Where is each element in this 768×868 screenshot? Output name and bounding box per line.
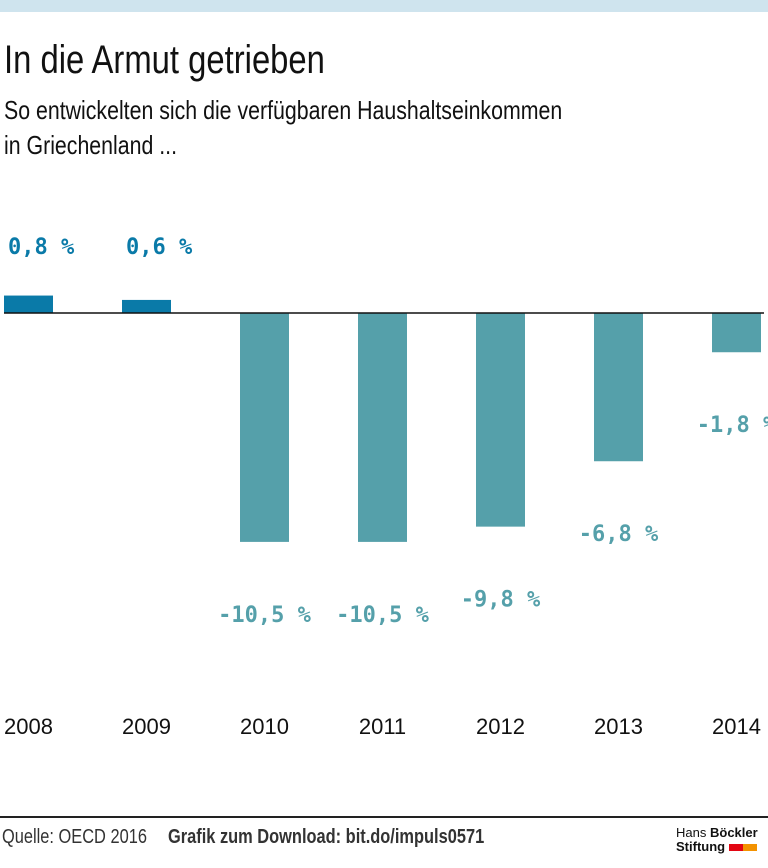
logo-text-stiftung: Stiftung bbox=[676, 839, 726, 854]
logo-red-square bbox=[728, 844, 743, 852]
bar-2014 bbox=[712, 313, 761, 353]
x-tick-label-2013: 2013 bbox=[594, 714, 643, 739]
bar-2008 bbox=[4, 295, 53, 313]
hans-boeckler-logo: Hans Böckler Stiftung bbox=[676, 826, 758, 854]
data-label-2012: -9,8 % bbox=[461, 588, 541, 613]
x-tick-label-2011: 2011 bbox=[359, 714, 406, 739]
bar-chart: 0,8 % 2008 0,6 % 2009 -10,5 % 2010 -10,5 % 2011… bbox=[4, 235, 768, 739]
logo-text-hans: Hans bbox=[676, 825, 707, 840]
x-tick-label-2014: 2014 bbox=[712, 714, 761, 739]
x-tick-label-2010: 2010 bbox=[240, 714, 289, 739]
data-label-2009: 0,6 % bbox=[126, 235, 193, 260]
data-label-2014: -1,8 % bbox=[697, 413, 768, 438]
source-note: Quelle: OECD 2016 bbox=[2, 826, 147, 848]
top-band bbox=[0, 0, 768, 12]
x-tick-label-2008: 2008 bbox=[4, 714, 53, 739]
footer-divider bbox=[0, 816, 768, 818]
logo-text-boeckler: Böckler bbox=[709, 825, 758, 840]
chart-subtitle-line2: in Griechenland ... bbox=[4, 130, 178, 160]
bar-2011 bbox=[358, 313, 407, 542]
x-tick-label-2009: 2009 bbox=[122, 714, 171, 739]
data-label-2010: -10,5 % bbox=[218, 603, 311, 628]
bar-2009 bbox=[122, 299, 171, 313]
data-label-2013: -6,8 % bbox=[579, 522, 659, 547]
data-label-2008: 0,8 % bbox=[8, 235, 75, 260]
chart-subtitle-line1: So entwickelten sich die verfügbaren Hau… bbox=[4, 95, 563, 125]
data-label-2011: -10,5 % bbox=[336, 603, 429, 628]
download-link[interactable]: Grafik zum Download: bit.do/impuls0571 bbox=[168, 826, 485, 848]
bar-2012 bbox=[476, 313, 525, 527]
x-tick-label-2012: 2012 bbox=[476, 714, 525, 739]
logo-orange-square bbox=[742, 844, 757, 852]
bar-2010 bbox=[240, 313, 289, 542]
chart-title: In die Armut getrieben bbox=[4, 38, 325, 82]
bar-2013 bbox=[594, 313, 643, 462]
